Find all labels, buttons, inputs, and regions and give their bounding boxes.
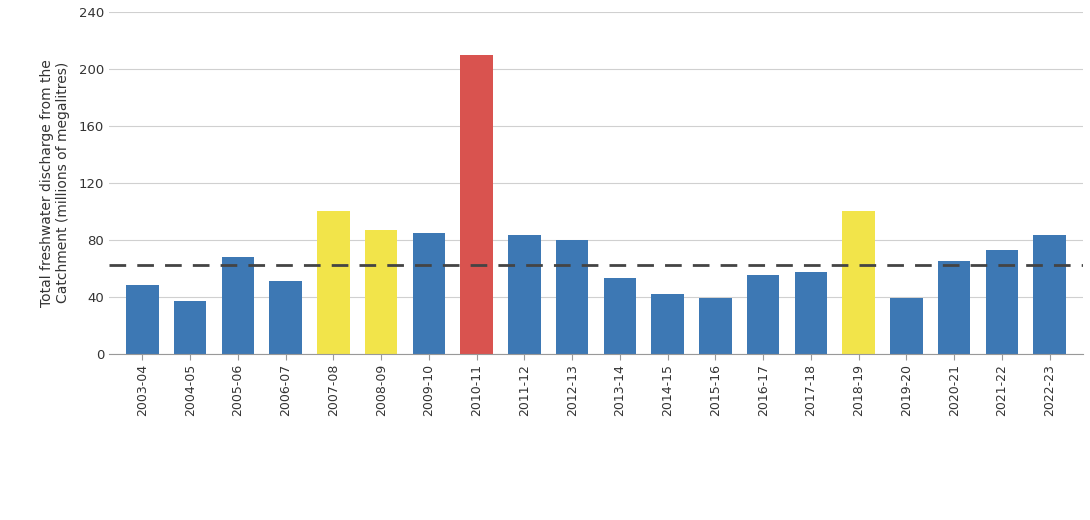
Bar bbox=[985, 250, 1018, 354]
Bar bbox=[604, 278, 637, 354]
Bar bbox=[221, 257, 254, 354]
Bar bbox=[460, 55, 493, 354]
Bar bbox=[317, 211, 350, 354]
Bar bbox=[891, 298, 922, 354]
Bar bbox=[126, 285, 159, 354]
Bar bbox=[843, 211, 875, 354]
Bar bbox=[413, 232, 445, 354]
Bar bbox=[174, 301, 206, 354]
Bar bbox=[937, 261, 970, 354]
Bar bbox=[508, 236, 541, 354]
Bar bbox=[795, 272, 827, 354]
Bar bbox=[747, 275, 779, 354]
Bar bbox=[699, 298, 731, 354]
Bar bbox=[556, 240, 589, 354]
Bar bbox=[269, 281, 302, 354]
Bar bbox=[365, 230, 398, 354]
Y-axis label: Total freshwater discharge from the
Catchment (millions of megalitres): Total freshwater discharge from the Catc… bbox=[40, 59, 71, 307]
Bar bbox=[1033, 236, 1066, 354]
Bar bbox=[652, 294, 683, 354]
